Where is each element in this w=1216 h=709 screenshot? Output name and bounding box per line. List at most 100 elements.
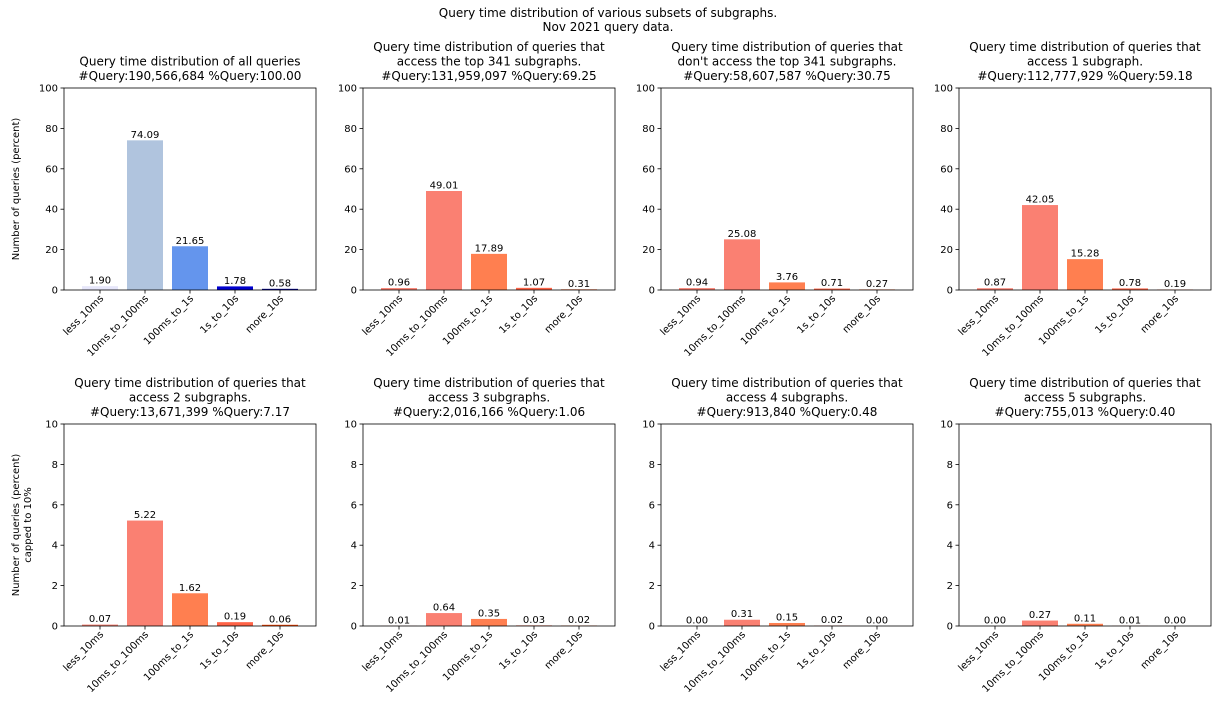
subplot-title-line: #Query:112,777,929 %Query:59.18 (977, 69, 1192, 83)
bar-100ms_to_1s (769, 282, 805, 290)
bar-value-label: 3.76 (776, 272, 798, 283)
y-tick-label: 40 (940, 205, 953, 216)
x-tick-label: 1s_to_10s (795, 629, 838, 672)
y-tick-label: 2 (52, 581, 58, 592)
bar-value-label: 42.05 (1026, 195, 1055, 206)
y-tick-label: 8 (947, 460, 953, 471)
axes-frame (660, 423, 914, 627)
subplot-title-line: #Query:2,016,166 %Query:1.06 (393, 405, 585, 419)
bar-value-label: 0.87 (984, 278, 1006, 289)
x-tick-label: 1s_to_10s (795, 293, 838, 336)
y-tick-label: 60 (45, 164, 58, 175)
y-tick-label: 2 (351, 581, 357, 592)
bar-100ms_to_1s (769, 622, 805, 626)
y-tick-label: 6 (351, 500, 357, 511)
y-tick-label: 8 (52, 460, 58, 471)
subplot-title-line: access 4 subgraphs. (726, 391, 848, 405)
subplot-title-line: #Query:131,959,097 %Query:69.25 (381, 69, 596, 83)
y-tick-label: 0 (649, 622, 655, 633)
bar-1s_to_10s (814, 288, 850, 290)
bar-10ms_to_100ms (724, 239, 760, 290)
y-tick-label: 20 (45, 245, 58, 256)
bar-100ms_to_1s (1067, 623, 1103, 626)
bar-value-label: 1.90 (89, 276, 111, 287)
bar-value-label: 0.07 (89, 614, 111, 625)
y-tick-label: 4 (351, 541, 357, 552)
bar-value-label: 0.27 (866, 279, 888, 290)
y-axis-label: Number of queries (percent) (11, 454, 22, 597)
x-tick-label: less_10ms (659, 293, 704, 338)
y-tick-label: 6 (649, 500, 655, 511)
axes-frame (362, 87, 616, 291)
x-tick-label: less_10ms (957, 293, 1002, 338)
y-tick-label: 2 (947, 581, 953, 592)
bar-value-label: 0.94 (686, 278, 708, 289)
bar-100ms_to_1s (172, 593, 208, 626)
bar-10ms_to_100ms (724, 619, 760, 626)
y-tick-label: 0 (947, 286, 953, 297)
bar-10ms_to_100ms (426, 190, 462, 290)
bar-value-label: 21.65 (176, 236, 205, 247)
y-tick-label: 4 (649, 541, 655, 552)
bar-value-label: 0.27 (1029, 610, 1051, 621)
bar-value-label: 0.35 (478, 608, 500, 619)
bar-value-label: 0.19 (224, 612, 246, 623)
x-tick-label: 1s_to_10s (198, 629, 241, 672)
subplot-title-line: access 5 subgraphs. (1024, 391, 1146, 405)
subplot-title-line: don't access the top 341 subgraphs. (677, 55, 896, 69)
y-tick-label: 60 (344, 164, 357, 175)
y-tick-label: 10 (344, 420, 357, 431)
y-tick-label: 6 (947, 500, 953, 511)
y-tick-label: 100 (934, 84, 953, 95)
y-tick-label: 0 (947, 622, 953, 633)
bar-1s_to_10s (217, 622, 253, 626)
bar-10ms_to_100ms (127, 140, 163, 290)
subplot-3: Query time distribution of queries thatd… (636, 40, 914, 359)
y-tick-label: 20 (940, 245, 953, 256)
bar-10ms_to_100ms (426, 613, 462, 626)
bar-10ms_to_100ms (1022, 620, 1058, 626)
bar-value-label: 0.03 (523, 615, 545, 626)
subplot-title-line: Query time distribution of queries that (671, 376, 903, 390)
bar-1s_to_10s (1112, 288, 1148, 290)
subplot-title-line: #Query:190,566,684 %Query:100.00 (79, 69, 302, 83)
y-tick-label: 0 (351, 286, 357, 297)
axes-frame (63, 423, 317, 627)
axes-frame (660, 87, 914, 291)
bar-value-label: 74.09 (131, 130, 160, 141)
bar-1s_to_10s (516, 287, 552, 290)
axes-frame (362, 423, 616, 627)
bar-100ms_to_1s (471, 618, 507, 626)
y-tick-label: 60 (642, 164, 655, 175)
subplot-title-line: #Query:913,840 %Query:0.48 (697, 405, 878, 419)
bar-value-label: 49.01 (430, 180, 459, 191)
bar-value-label: 1.07 (523, 277, 545, 288)
bar-value-label: 0.19 (1164, 279, 1186, 290)
bar-value-label: 0.96 (388, 278, 410, 289)
subplot-7: Query time distribution of queries thata… (642, 376, 914, 695)
y-tick-label: 0 (351, 622, 357, 633)
x-tick-label: 1s_to_10s (1093, 293, 1136, 336)
y-tick-label: 0 (649, 286, 655, 297)
bar-value-label: 0.11 (1074, 613, 1096, 624)
y-axis-label: capped to 10% (23, 487, 34, 562)
x-tick-label: less_10ms (361, 293, 406, 338)
x-tick-label: 1s_to_10s (1093, 629, 1136, 672)
bar-value-label: 0.00 (1164, 616, 1186, 627)
bar-value-label: 0.00 (984, 616, 1006, 627)
axes-frame (63, 87, 317, 291)
y-tick-label: 10 (45, 420, 58, 431)
y-tick-label: 60 (940, 164, 953, 175)
axes-frame (958, 423, 1212, 627)
subplot-title-line: #Query:755,013 %Query:0.40 (995, 405, 1176, 419)
x-tick-label: more_10s (244, 629, 286, 671)
y-tick-label: 6 (52, 500, 58, 511)
bar-value-label: 0.15 (776, 612, 798, 623)
y-axis-label: Number of queries (percent) (11, 118, 22, 261)
x-tick-label: more_10s (1139, 629, 1181, 671)
y-tick-label: 4 (947, 541, 953, 552)
y-tick-label: 100 (39, 84, 58, 95)
y-tick-label: 80 (45, 124, 58, 135)
bar-value-label: 17.89 (475, 243, 504, 254)
subplot-title-line: access the top 341 subgraphs. (397, 55, 582, 69)
